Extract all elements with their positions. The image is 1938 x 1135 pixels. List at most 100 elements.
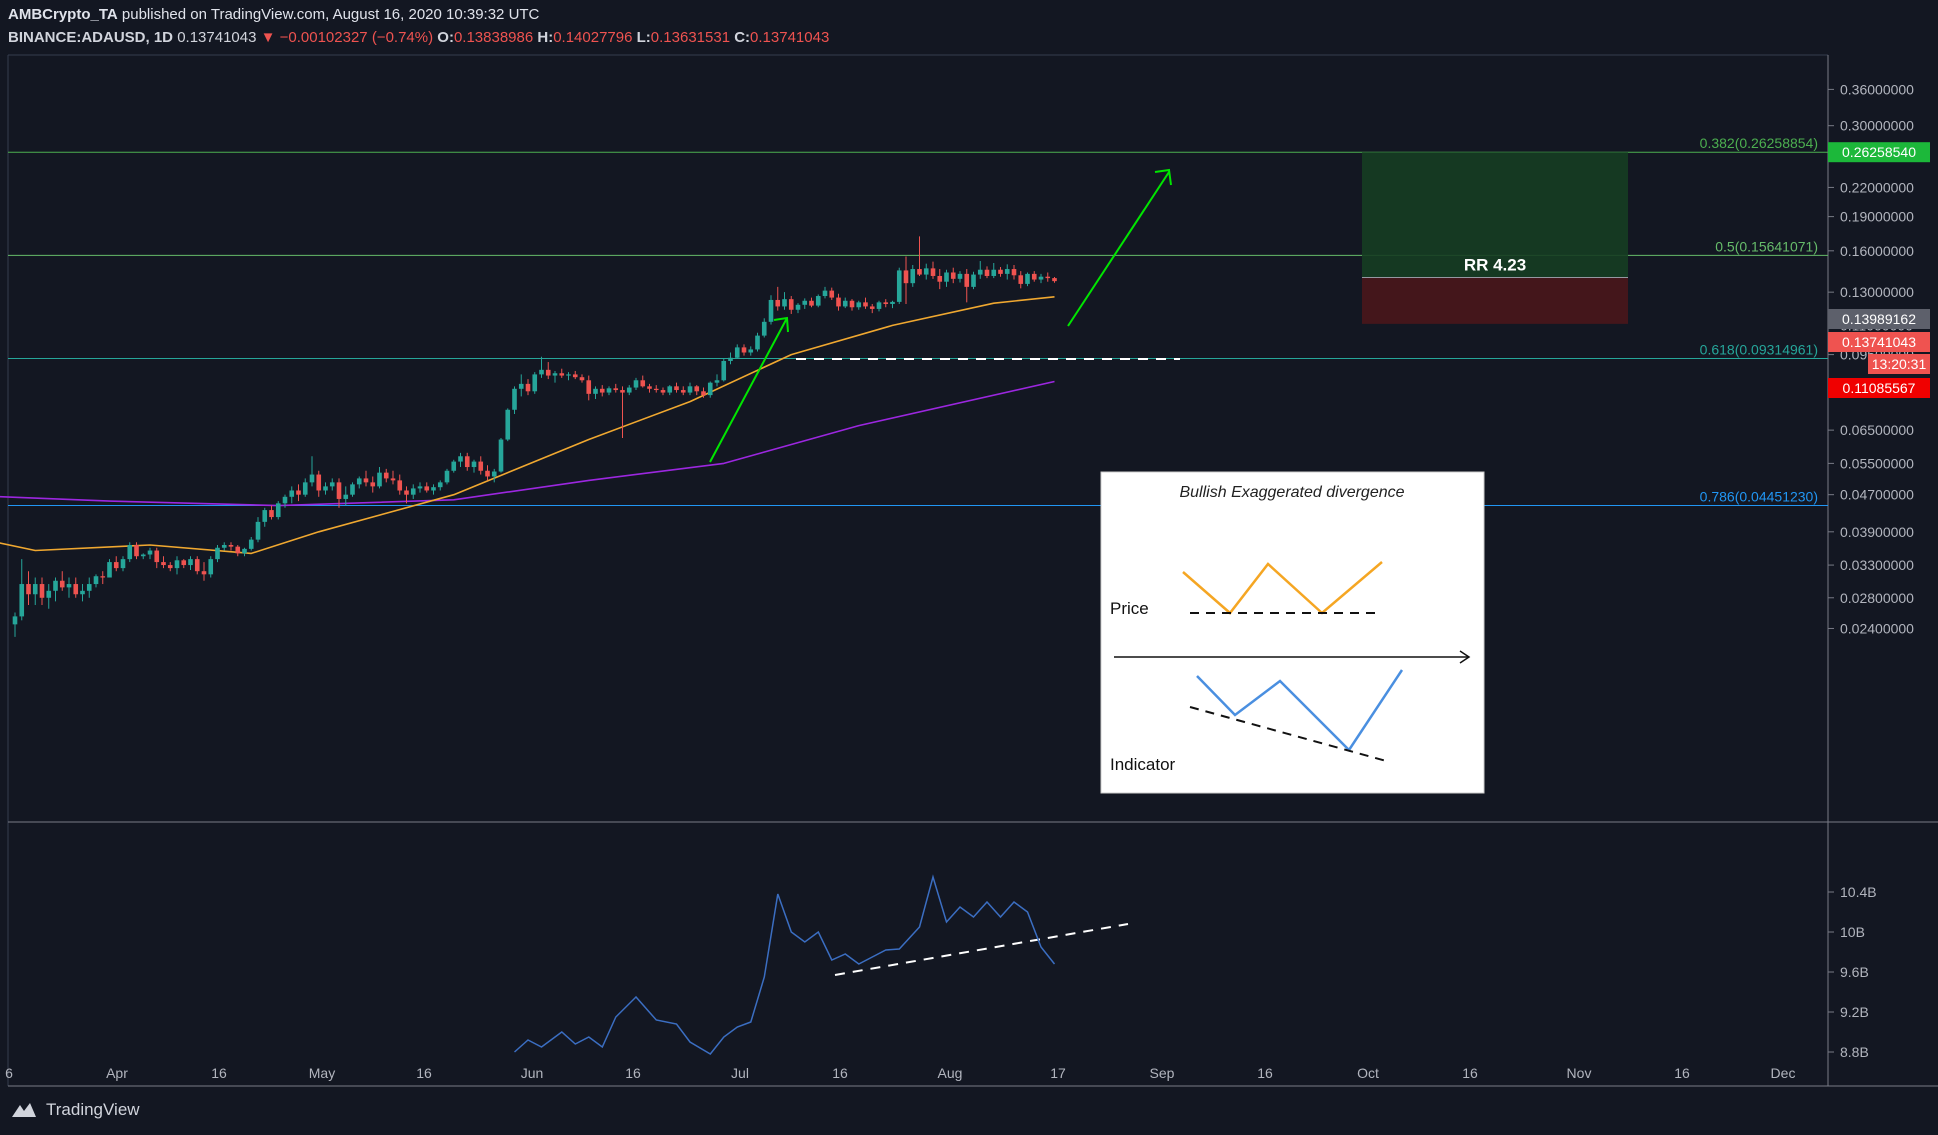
price-tick-label: 0.22000000 xyxy=(1840,179,1914,195)
candle-body xyxy=(809,300,814,306)
price-tick-label: 0.02800000 xyxy=(1840,590,1914,606)
moving-averages xyxy=(0,296,1055,555)
candle-body xyxy=(228,545,234,547)
candle-body xyxy=(431,487,436,491)
candle-body xyxy=(532,374,538,392)
candle-body xyxy=(32,584,38,595)
candle-body xyxy=(640,380,646,387)
candle-body xyxy=(1038,276,1044,280)
symbol-name[interactable]: BINANCE:ADAUSD, 1D xyxy=(8,29,174,46)
loss-zone xyxy=(1362,277,1628,324)
candle-body xyxy=(140,554,146,557)
candle-body xyxy=(174,560,180,569)
candle-body xyxy=(181,560,187,566)
candle-body xyxy=(424,486,430,491)
projection-arrow-line xyxy=(1067,171,1170,327)
candle-body xyxy=(221,545,227,548)
candle-body xyxy=(923,268,929,275)
candle-body xyxy=(100,576,106,578)
candle-body xyxy=(154,550,160,563)
price-change: −0.00102327 (−0.74%) xyxy=(279,29,434,46)
price-tick-label: 0.19000000 xyxy=(1840,209,1914,225)
candle-body xyxy=(876,302,882,309)
candles xyxy=(12,236,1057,637)
candle-body xyxy=(647,386,652,389)
candle-body xyxy=(606,388,612,393)
time-axis[interactable]: 6 Apr 16 May 16 Jun 16 Jul 16 Aug 17 Sep 16 Oct 16 Nov 1… xyxy=(5,1065,1795,1081)
candle-body xyxy=(1031,273,1037,280)
candle-body xyxy=(674,386,679,391)
candle-body xyxy=(437,482,443,488)
risk-reward-label: RR 4.23 xyxy=(1464,256,1526,275)
price-label-text: 0.13989162 xyxy=(1842,311,1916,327)
candle-body xyxy=(944,272,949,282)
candle-body xyxy=(687,386,693,393)
price-label-text: 13:20:31 xyxy=(1872,356,1927,372)
candle-body xyxy=(255,521,261,540)
candle-body xyxy=(215,547,220,560)
candle-body xyxy=(161,562,166,566)
candle-body xyxy=(552,373,558,376)
candle-body xyxy=(539,369,544,375)
candle-body xyxy=(208,559,214,575)
candle-body xyxy=(586,380,592,394)
candle-body xyxy=(775,299,781,307)
candle-body xyxy=(302,482,308,495)
candle-body xyxy=(248,539,254,549)
time-tick-label: Dec xyxy=(1771,1065,1796,1081)
chart-frame xyxy=(7,54,1938,1087)
fib-label: 0.382(0.26258854) xyxy=(1700,135,1818,151)
fib-levels: 0.382(0.26258854) 0.5(0.15641071) 0.618(0.… xyxy=(8,135,1828,506)
candle-body xyxy=(613,388,619,391)
price-tick-label: 0.30000000 xyxy=(1840,118,1914,134)
low-label: L: xyxy=(636,29,651,46)
time-tick-label: 16 xyxy=(416,1065,432,1081)
volume-trend-line xyxy=(834,923,1129,976)
candle-body xyxy=(390,478,396,481)
price-tick-label: 0.04700000 xyxy=(1840,487,1914,503)
candle-body xyxy=(309,474,315,483)
volume-tick-label: 10B xyxy=(1840,924,1865,940)
candle-body xyxy=(269,510,274,518)
candle-body xyxy=(782,299,787,307)
fib-label: 0.786(0.04451230) xyxy=(1700,489,1818,505)
candle-body xyxy=(748,349,754,353)
candle-body xyxy=(1004,269,1010,274)
candle-body xyxy=(86,584,92,591)
candle-body xyxy=(296,490,301,495)
price-label-text: 0.11085567 xyxy=(1843,380,1916,396)
candle-body xyxy=(410,488,416,495)
time-tick-label: 16 xyxy=(832,1065,848,1081)
long-position[interactable]: RR 4.23 xyxy=(1362,152,1628,324)
open-label: O: xyxy=(437,29,454,46)
open-value: 0.13838986 xyxy=(453,29,534,46)
candle-body xyxy=(728,357,733,361)
candle-body xyxy=(991,269,997,276)
candle-body xyxy=(505,409,511,440)
candle-body xyxy=(903,270,909,284)
volume-tick-label: 8.8B xyxy=(1840,1044,1869,1060)
candle-body xyxy=(242,548,247,554)
candle-body xyxy=(1018,275,1024,284)
tradingview-logo[interactable]: TradingView xyxy=(10,1100,140,1120)
time-tick-label: Jun xyxy=(521,1065,544,1081)
author-name[interactable]: AMBCrypto_TA xyxy=(8,6,118,23)
candle-body xyxy=(802,300,808,305)
candle-body xyxy=(1025,273,1030,284)
candle-body xyxy=(721,360,727,381)
time-tick-label: 16 xyxy=(1257,1065,1273,1081)
drawings[interactable] xyxy=(709,168,1180,976)
candle-body xyxy=(471,461,477,468)
time-tick-label: Sep xyxy=(1150,1065,1175,1081)
price-tick-label: 0.05500000 xyxy=(1840,455,1914,471)
candle-body xyxy=(107,562,112,578)
fib-label: 0.5(0.15641071) xyxy=(1715,238,1818,254)
candle-body xyxy=(1011,269,1017,276)
candle-body xyxy=(167,565,173,569)
candle-body xyxy=(397,480,403,491)
price-axis[interactable]: 0.360000000.300000000.260000000.22000000… xyxy=(1828,81,1930,1060)
divergence-explainer: Bullish Exaggerated divergence Price Indic… xyxy=(1100,471,1485,794)
candle-body xyxy=(667,386,673,393)
candle-body xyxy=(19,584,25,617)
